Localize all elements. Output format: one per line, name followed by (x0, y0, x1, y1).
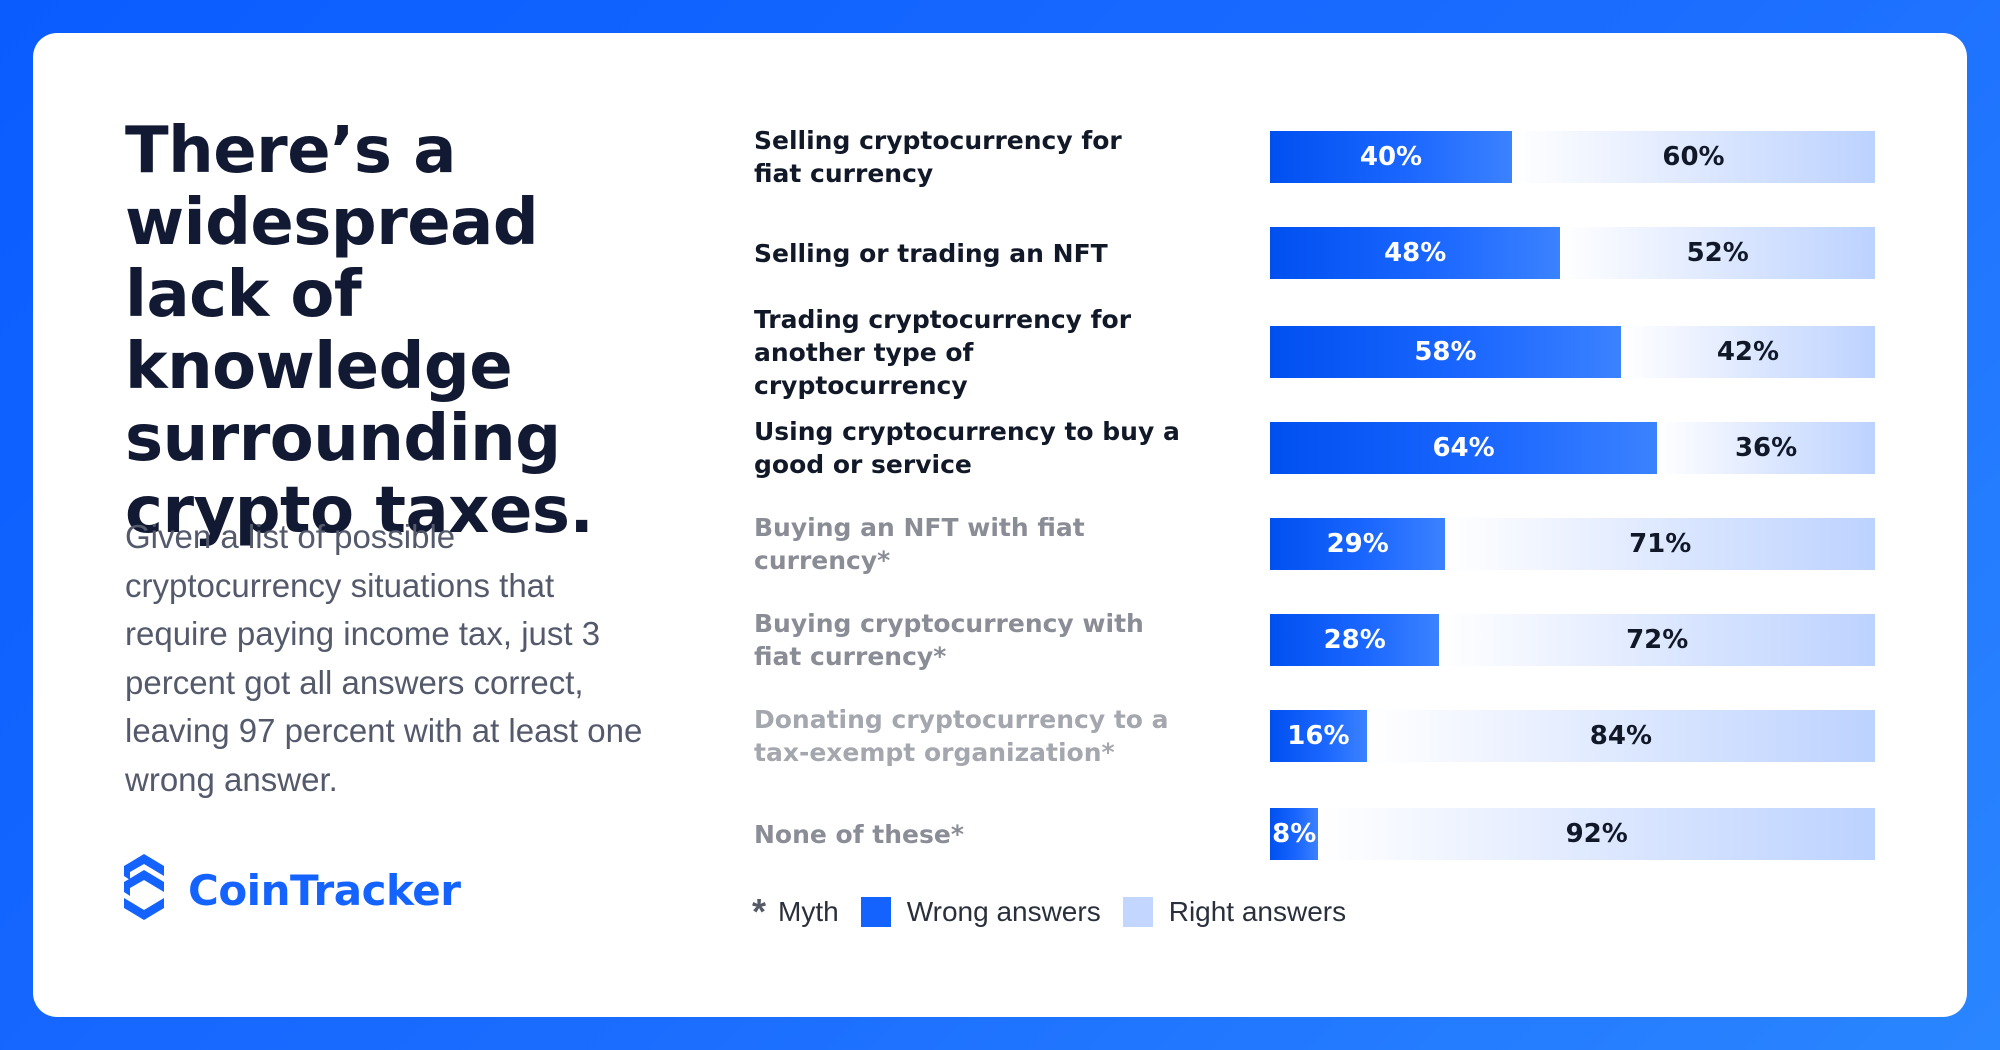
category-label: Buying an NFT with fiat currency* (754, 513, 1085, 575)
category-label: None of these* (754, 819, 964, 849)
legend-swatch-right (1122, 897, 1153, 927)
stacked-bar: 48% 52% (1270, 227, 1875, 279)
legend-item-myth: * Myth (752, 891, 839, 932)
category-label: Donating cryptocurrency to a tax-exempt o… (754, 705, 1169, 767)
myth-asterisk-icon: * (752, 891, 767, 932)
chart-legend: * Myth Wrong answers Right answers (752, 890, 1368, 934)
bar-right-answers: 42% (1620, 326, 1875, 378)
legend-label-right: Right answers (1168, 896, 1347, 927)
cointracker-logo-icon (124, 854, 164, 920)
stacked-bar: 28% 72% (1270, 614, 1875, 666)
legend-label-myth: Myth (778, 896, 839, 927)
stacked-bar: 40% 60% (1270, 131, 1875, 183)
bar-wrong-answers: 40% (1270, 131, 1512, 183)
bar-wrong-answers: 64% (1270, 422, 1658, 474)
category-label: Selling cryptocurrency for fiat currency (754, 126, 1122, 188)
bar-right-answers: 92% (1318, 808, 1875, 860)
stacked-bar: 64% 36% (1270, 422, 1875, 474)
bar-wrong-answers: 16% (1270, 710, 1367, 762)
legend-item-wrong: Wrong answers (860, 896, 1101, 928)
category-label: Using cryptocurrency to buy a good or ser… (754, 417, 1180, 479)
stacked-bar: 16% 84% (1270, 710, 1875, 762)
stacked-bar: 29% 71% (1270, 518, 1875, 570)
stacked-bar: 58% 42% (1270, 326, 1875, 378)
brand-name: CoinTracker (188, 865, 461, 915)
legend-label-wrong: Wrong answers (906, 896, 1101, 927)
category-label: Trading cryptocurrency for another type o… (754, 304, 1132, 400)
category-label: Selling or trading an NFT (754, 238, 1108, 268)
bar-wrong-answers: 58% (1270, 326, 1621, 378)
bar-wrong-answers: 28% (1270, 614, 1440, 666)
category-label: Buying cryptocurrency with fiat currency* (754, 609, 1144, 671)
bar-right-answers: 72% (1439, 614, 1875, 666)
bar-right-answers: 60% (1512, 131, 1875, 183)
legend-item-right: Right answers (1122, 896, 1347, 928)
bar-wrong-answers: 48% (1270, 227, 1561, 279)
bar-right-answers: 71% (1445, 518, 1875, 570)
bar-right-answers: 84% (1366, 710, 1875, 762)
bar-wrong-answers: 29% (1270, 518, 1446, 570)
description: Given a list of possible cryptocurrency … (125, 518, 643, 798)
legend-swatch-wrong (860, 897, 891, 927)
bar-wrong-answers: 8% (1270, 808, 1319, 860)
bar-right-answers: 52% (1560, 227, 1875, 279)
headline: There’s a widespread lack of knowledge s… (125, 114, 594, 548)
cointracker-logo: CoinTracker (122, 850, 522, 930)
bar-right-answers: 36% (1657, 422, 1875, 474)
stacked-bar: 8% 92% (1270, 808, 1875, 860)
